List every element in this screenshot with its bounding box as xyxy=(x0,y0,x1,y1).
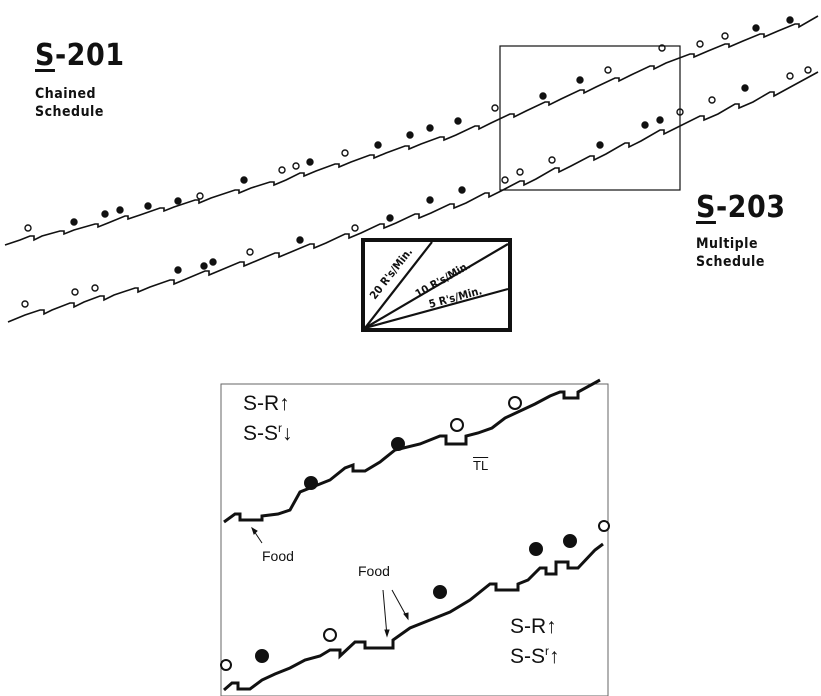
subtitle-line: Multiple xyxy=(696,236,759,252)
record-subtitle: Multiple Schedule xyxy=(696,235,786,271)
chained-schedule-label: S-201 Chained Schedule xyxy=(35,38,125,121)
zoom-top-label-line1: S-R↑ xyxy=(243,392,290,415)
zoom-selection-box xyxy=(499,45,681,191)
timeout-label: TL xyxy=(473,458,489,473)
reinforcement-markers-s201 xyxy=(24,16,794,232)
zoom-bottom-label: S-R↑ S-Sr↑ xyxy=(510,615,560,669)
label-arrow: ↓ xyxy=(282,422,293,445)
zoom-top-label-line2: S-Sr↓ xyxy=(243,416,293,446)
label-arrow: ↑ xyxy=(549,645,560,668)
food-label-left: Food xyxy=(262,548,294,564)
record-subtitle: Chained Schedule xyxy=(35,85,125,121)
label-superscript: r xyxy=(278,421,283,435)
label-main: S-S xyxy=(243,422,279,445)
reinforcement-markers-s203 xyxy=(21,66,812,308)
label-main: S-S xyxy=(510,645,546,668)
code-prefix: S xyxy=(696,190,716,225)
code-number: -201 xyxy=(54,38,125,73)
zoom-trace-bottom xyxy=(223,542,604,692)
code-prefix: S xyxy=(35,38,55,73)
record-code-s203: S-203 xyxy=(696,190,786,225)
label-superscript: r xyxy=(545,644,550,658)
record-trace-s203 xyxy=(7,71,819,323)
subtitle-line: Chained xyxy=(35,86,97,102)
record-code-s201: S-201 xyxy=(35,38,125,73)
subtitle-line: Schedule xyxy=(696,254,765,270)
multiple-schedule-label: S-203 Multiple Schedule xyxy=(696,190,786,271)
zoom-markers-top xyxy=(304,396,522,490)
zoom-trace-top xyxy=(223,378,601,524)
response-rate-key xyxy=(361,238,512,332)
zoom-bottom-label-line1: S-R↑ xyxy=(510,615,557,638)
zoom-markers-bottom xyxy=(220,520,610,671)
code-number: -203 xyxy=(715,190,786,225)
record-trace-s201 xyxy=(4,15,819,246)
food-label-center: Food xyxy=(358,563,390,579)
zoom-bottom-label-line2: S-Sr↑ xyxy=(510,639,560,669)
subtitle-line: Schedule xyxy=(35,104,104,120)
food-arrows xyxy=(251,526,409,638)
zoom-panel xyxy=(220,383,609,696)
zoom-top-label: S-R↑ S-Sr↓ xyxy=(243,392,293,446)
